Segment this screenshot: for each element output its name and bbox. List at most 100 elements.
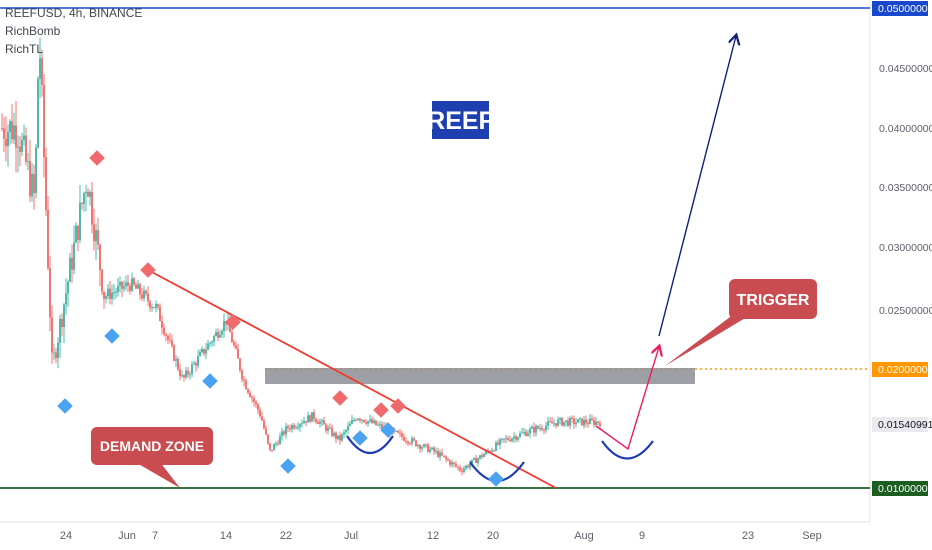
candle-body (305, 421, 307, 423)
candle-body (443, 455, 445, 457)
candle-body (27, 161, 29, 163)
candle-body (405, 440, 407, 442)
candle-body (413, 438, 415, 441)
trigger-callout: TRIGGER (665, 279, 817, 366)
candle-body (567, 420, 569, 426)
candle-body (559, 418, 561, 420)
candle-body (309, 415, 311, 422)
reef-title-box: REEF (427, 101, 494, 139)
candle-body (135, 284, 137, 289)
candle-body (155, 304, 157, 308)
candle-body (159, 306, 161, 321)
candle-body (437, 450, 439, 457)
candle-body (461, 470, 463, 472)
candle-body (165, 334, 167, 336)
candle-body (179, 369, 181, 377)
candle-body (579, 418, 581, 420)
candle-body (173, 345, 175, 361)
projected-path (595, 347, 659, 451)
candle-body (591, 418, 593, 420)
candle-body (255, 401, 257, 405)
candle-body (561, 418, 563, 426)
candle-body (363, 419, 365, 423)
resistance-zone[interactable] (265, 368, 695, 384)
candle-body (185, 370, 187, 378)
time-tick: Sep (802, 530, 822, 542)
candle-body (37, 78, 39, 148)
candle-body (209, 342, 211, 344)
price-tick: 0.04000000 (879, 123, 932, 135)
candle-body (133, 278, 135, 285)
candle-body (197, 356, 199, 366)
candle-body (167, 335, 169, 340)
candle-body (243, 379, 245, 381)
candle-body (71, 257, 73, 270)
candle-body (103, 291, 105, 299)
time-axis[interactable]: 24 Jun 7 14 22 Jul 12 20 Aug 9 23 Sep (60, 530, 822, 542)
candle-body (395, 430, 397, 432)
candle-body (203, 348, 205, 354)
candle-body (55, 352, 57, 359)
time-tick: 20 (487, 530, 499, 542)
sell-marker (332, 390, 348, 406)
candle-body (575, 422, 577, 425)
candle-body (323, 420, 325, 425)
buy-marker (352, 430, 368, 446)
candle-body (541, 428, 543, 430)
candle-body (369, 419, 371, 422)
candle-body (241, 370, 243, 380)
candle-body (111, 292, 113, 299)
candle-body (259, 410, 261, 417)
candle-body (431, 447, 433, 450)
candle-body (571, 417, 573, 419)
candle-body (507, 438, 509, 440)
candle-body (465, 465, 467, 469)
candle-body (291, 425, 293, 430)
candle-body (205, 349, 207, 354)
candle-body (277, 443, 279, 445)
arc-right (601, 440, 654, 460)
candle-body (81, 202, 83, 204)
candle-body (141, 294, 143, 299)
time-tick: Jun (118, 530, 136, 542)
candle-body (151, 307, 153, 309)
candle-body (83, 192, 85, 204)
candle-body (365, 422, 367, 424)
price-axis[interactable]: 0.05000000 0.04500000 0.04000000 0.03500… (872, 1, 932, 496)
symbol-line[interactable]: REEFUSD, 4h, BINANCE (5, 6, 143, 20)
indicator-richbomb[interactable]: RichBomb (5, 24, 61, 38)
candle-body (553, 423, 555, 425)
candle-body (285, 426, 287, 435)
candle-body (5, 139, 7, 147)
candle-body (253, 398, 255, 402)
candle-body (361, 419, 363, 421)
candle-body (403, 437, 405, 441)
candle-body (425, 444, 427, 446)
candle-body (397, 430, 399, 433)
candle-body (299, 424, 301, 428)
candle-body (233, 342, 235, 346)
candle-body (295, 427, 297, 429)
price-tick: 0.02500000 (879, 305, 932, 317)
candle-body (177, 359, 179, 370)
candle-body (95, 230, 97, 242)
candle-body (499, 439, 501, 445)
candle-body (87, 191, 89, 197)
candle-body (65, 293, 67, 305)
candle-body (145, 290, 147, 294)
descending-trendline[interactable] (147, 269, 557, 489)
candle-body (409, 443, 411, 445)
candle-body (39, 58, 41, 79)
candle-body (343, 431, 345, 435)
candle-body (459, 467, 461, 471)
candle-body (501, 438, 503, 440)
candle-body (21, 139, 23, 152)
candle-body (19, 146, 21, 152)
buy-marker (202, 373, 218, 389)
candle-body (453, 462, 455, 464)
candle-body (521, 432, 523, 434)
indicator-richtl[interactable]: RichTL (5, 42, 44, 56)
candle-body (123, 286, 125, 289)
candle-body (29, 161, 31, 197)
